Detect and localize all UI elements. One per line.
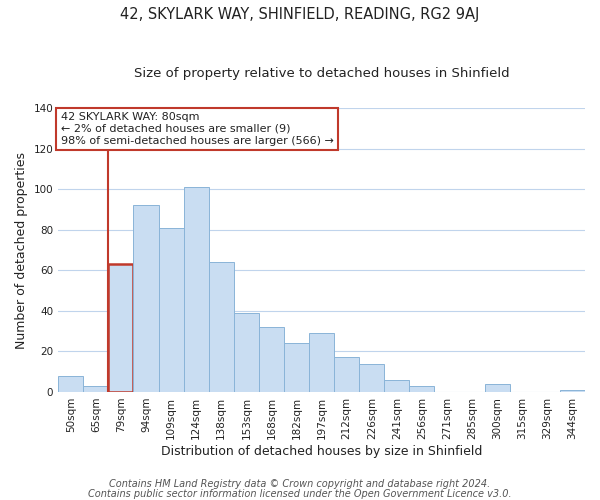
Bar <box>109 264 133 392</box>
Bar <box>284 344 309 392</box>
Y-axis label: Number of detached properties: Number of detached properties <box>15 152 28 348</box>
Bar <box>359 364 385 392</box>
Bar <box>158 228 184 392</box>
Bar <box>409 386 434 392</box>
Bar <box>309 333 334 392</box>
Bar <box>385 380 409 392</box>
Bar <box>209 262 234 392</box>
Bar <box>184 187 209 392</box>
Text: Contains public sector information licensed under the Open Government Licence v3: Contains public sector information licen… <box>88 489 512 499</box>
Bar <box>83 386 109 392</box>
Bar <box>58 376 83 392</box>
Title: Size of property relative to detached houses in Shinfield: Size of property relative to detached ho… <box>134 68 509 80</box>
Bar <box>485 384 510 392</box>
Text: 42 SKYLARK WAY: 80sqm
← 2% of detached houses are smaller (9)
98% of semi-detach: 42 SKYLARK WAY: 80sqm ← 2% of detached h… <box>61 112 334 146</box>
Bar <box>133 206 158 392</box>
Bar <box>234 313 259 392</box>
Bar <box>560 390 585 392</box>
Text: 42, SKYLARK WAY, SHINFIELD, READING, RG2 9AJ: 42, SKYLARK WAY, SHINFIELD, READING, RG2… <box>121 8 479 22</box>
Text: Contains HM Land Registry data © Crown copyright and database right 2024.: Contains HM Land Registry data © Crown c… <box>109 479 491 489</box>
X-axis label: Distribution of detached houses by size in Shinfield: Distribution of detached houses by size … <box>161 444 482 458</box>
Bar <box>259 327 284 392</box>
Bar <box>334 358 359 392</box>
